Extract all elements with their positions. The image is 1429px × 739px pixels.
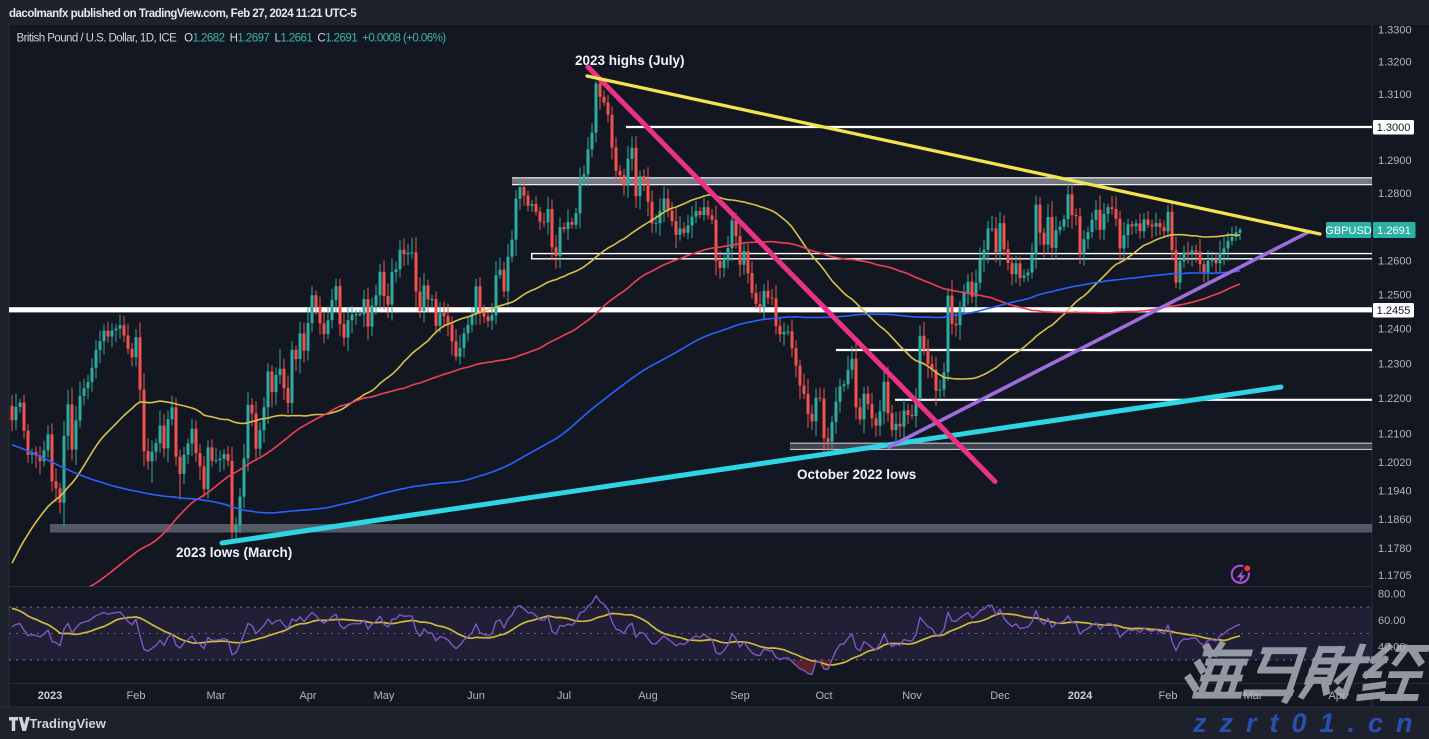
svg-text:1.2455: 1.2455 — [1377, 305, 1411, 317]
svg-text:1.2900: 1.2900 — [1378, 155, 1412, 167]
svg-text:2023: 2023 — [38, 690, 62, 702]
svg-text:80.00: 80.00 — [1378, 589, 1406, 601]
svg-text:GBPUSD: GBPUSD — [1325, 225, 1372, 237]
svg-text:1.1780: 1.1780 — [1378, 543, 1412, 555]
svg-text:60.00: 60.00 — [1378, 615, 1406, 627]
svg-text:Nov: Nov — [902, 690, 922, 702]
svg-text:1.2100: 1.2100 — [1378, 428, 1412, 440]
svg-text:1.2800: 1.2800 — [1378, 188, 1412, 200]
svg-text:May: May — [374, 690, 395, 702]
svg-text:dacolmanfx published on Tradin: dacolmanfx published on TradingView.com,… — [9, 8, 357, 20]
svg-text:Dec: Dec — [990, 690, 1010, 702]
svg-text:Apr: Apr — [1328, 690, 1345, 702]
svg-text:1.2400: 1.2400 — [1378, 324, 1412, 336]
svg-text:Mar: Mar — [1244, 690, 1263, 702]
svg-text:1.3100: 1.3100 — [1378, 89, 1412, 101]
svg-text:Oct: Oct — [815, 690, 832, 702]
svg-text:1.3000: 1.3000 — [1377, 122, 1411, 134]
svg-text:Aug: Aug — [638, 690, 658, 702]
svg-text:TradingView: TradingView — [30, 716, 107, 731]
svg-text:Jun: Jun — [467, 690, 485, 702]
svg-text:Feb: Feb — [1159, 690, 1178, 702]
svg-text:zzrt01.cn: zzrt01.cn — [1192, 708, 1426, 738]
svg-text:1.1705: 1.1705 — [1378, 570, 1412, 582]
svg-text:Feb: Feb — [127, 690, 146, 702]
svg-text:1.2300: 1.2300 — [1378, 358, 1412, 370]
svg-text:British Pound / U.S. Dollar, 1: British Pound / U.S. Dollar, 1D, ICE O1.… — [17, 33, 447, 45]
svg-text:1.1940: 1.1940 — [1378, 485, 1412, 497]
svg-text:Apr: Apr — [299, 690, 316, 702]
svg-text:1.2200: 1.2200 — [1378, 393, 1412, 405]
svg-text:1.2500: 1.2500 — [1378, 289, 1412, 301]
svg-text:2023 highs (July): 2023 highs (July) — [575, 53, 685, 68]
svg-text:Mar: Mar — [207, 690, 226, 702]
svg-text:1.2691: 1.2691 — [1377, 225, 1411, 237]
svg-text:40.00: 40.00 — [1378, 642, 1406, 654]
svg-text:2023 lows (March): 2023 lows (March) — [176, 545, 292, 560]
svg-text:October 2022 lows: October 2022 lows — [797, 467, 916, 482]
svg-text:1.1860: 1.1860 — [1378, 514, 1412, 526]
svg-text:1.3200: 1.3200 — [1378, 57, 1412, 69]
svg-text:1.2020: 1.2020 — [1378, 457, 1412, 469]
svg-text:Sep: Sep — [730, 690, 750, 702]
svg-text:2024: 2024 — [1068, 690, 1093, 702]
svg-text:1.2600: 1.2600 — [1378, 255, 1412, 267]
svg-text:1.3300: 1.3300 — [1378, 24, 1412, 36]
svg-text:Jul: Jul — [557, 690, 571, 702]
